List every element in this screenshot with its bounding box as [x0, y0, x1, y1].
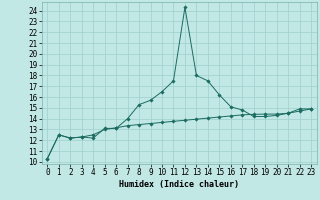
X-axis label: Humidex (Indice chaleur): Humidex (Indice chaleur)	[119, 180, 239, 189]
